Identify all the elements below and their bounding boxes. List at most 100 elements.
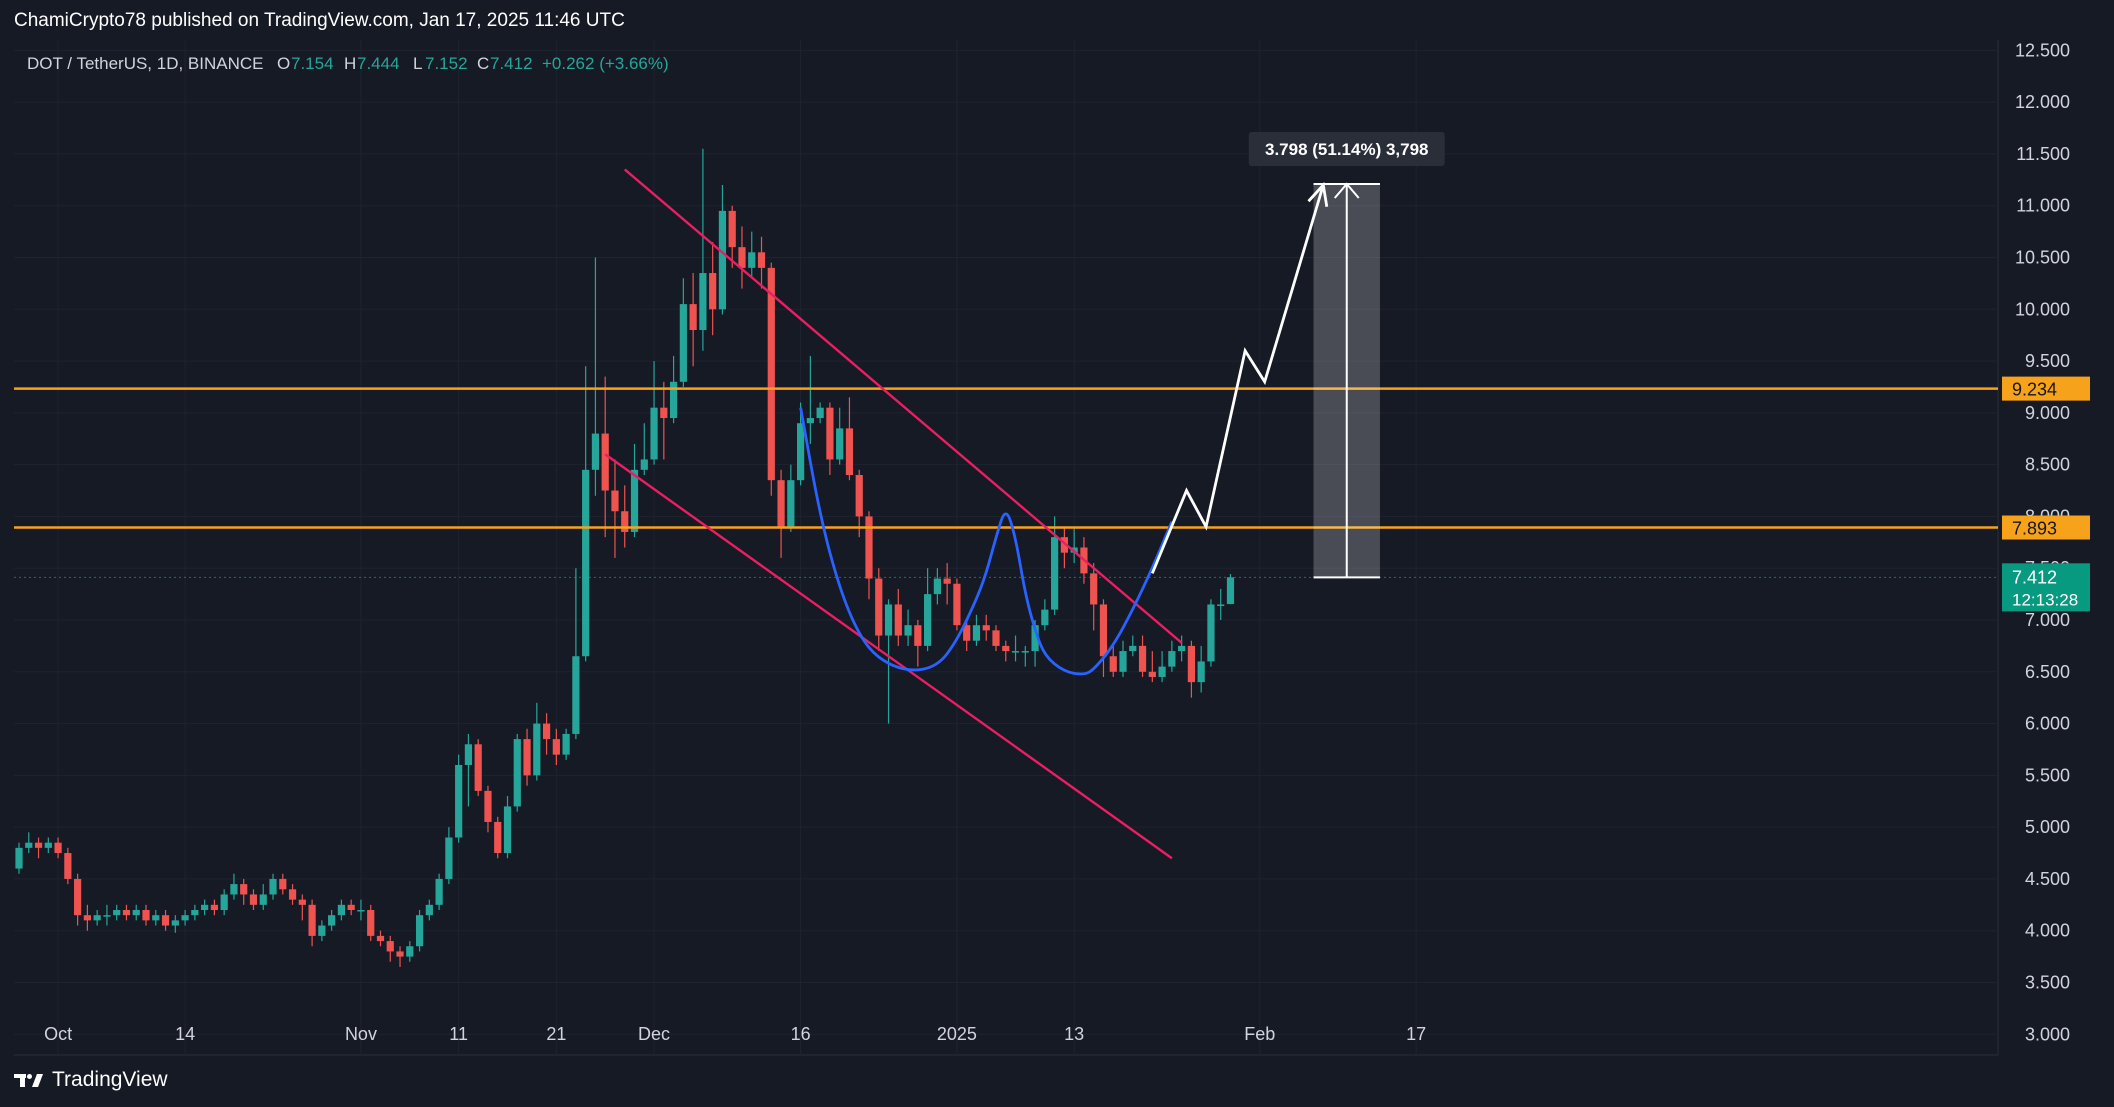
price-tick-label: 9.500: [2025, 351, 2070, 371]
price-tick-label: 3.000: [2025, 1024, 2070, 1044]
candle-body: [1109, 656, 1117, 672]
candle-body: [171, 920, 179, 926]
price-tick-label: 6.500: [2025, 662, 2070, 682]
candle-body: [1099, 604, 1108, 657]
candle-body: [787, 480, 795, 527]
candle-body: [914, 625, 922, 646]
pattern-curve[interactable]: [799, 407, 1174, 676]
candle-body: [630, 469, 639, 532]
candle-body: [1002, 645, 1010, 652]
candle-body: [230, 884, 238, 895]
candle-body: [757, 252, 766, 268]
time-axis[interactable]: Oct 14 Nov 11 21 Dec 16 2025 13 Feb 17: [44, 1024, 1426, 1044]
candle-body: [552, 739, 560, 755]
candle-body: [591, 433, 600, 470]
candle-body: [220, 894, 228, 910]
candle-body: [425, 904, 433, 916]
legend-symbol: DOT / TetherUS, 1D, BINANCE: [27, 54, 264, 73]
tradingview-logo-icon: [14, 1072, 44, 1088]
candle-body: [396, 951, 404, 957]
candle-body: [308, 904, 316, 936]
candle-body: [1148, 671, 1156, 677]
candle-body: [767, 267, 775, 481]
candle-body: [44, 842, 52, 848]
candle-body: [494, 821, 502, 854]
candle-body: [640, 459, 648, 470]
brand-footer[interactable]: TradingView: [14, 1068, 168, 1092]
publisher-line: ChamiCrypto78 published on TradingView.c…: [14, 10, 625, 31]
time-tick-label: 17: [1406, 1024, 1426, 1044]
candle-body: [689, 304, 697, 330]
candle-body: [474, 744, 482, 791]
candle-body: [259, 894, 267, 905]
time-tick-label: 16: [791, 1024, 811, 1044]
candle-body: [1060, 537, 1068, 553]
candle-body: [572, 656, 580, 734]
candle-body: [982, 625, 990, 631]
level-price-tag-label: 7.893: [2012, 519, 2057, 539]
candle-body: [738, 247, 746, 268]
candle-body: [679, 304, 687, 382]
price-tick-label: 6.000: [2025, 714, 2070, 734]
candle-body: [83, 915, 91, 921]
candle-body: [1051, 537, 1059, 610]
price-tick-label: 8.500: [2025, 455, 2070, 475]
candle-body: [845, 428, 854, 475]
time-tick-label: 2025: [937, 1024, 977, 1044]
price-tick-label: 7.000: [2025, 610, 2070, 630]
candle-body: [806, 418, 814, 424]
candle-body: [904, 625, 912, 636]
candle-body: [669, 381, 678, 419]
drawings: 3.798 (51.14%) 3,798: [14, 131, 1998, 860]
channel-trendline[interactable]: [623, 168, 1183, 644]
candle-body: [660, 407, 668, 419]
candle-body: [269, 878, 277, 895]
candle-body: [709, 273, 717, 310]
candle-body: [288, 889, 297, 900]
time-tick-label: 11: [449, 1024, 468, 1044]
candle-body: [435, 878, 443, 905]
candle-body: [875, 578, 883, 636]
legend-change: +0.262 (+3.66%): [542, 54, 669, 73]
candle-body: [445, 837, 453, 879]
level-price-tag: [2002, 515, 2090, 540]
candle-body: [992, 630, 1000, 646]
candle-body: [1226, 577, 1235, 605]
candle-body: [855, 475, 863, 517]
candle-body: [347, 904, 355, 910]
candle-body: [1021, 651, 1029, 653]
candle-body: [122, 910, 131, 916]
price-tick-label: 12.000: [2015, 92, 2070, 112]
candle-body: [963, 625, 971, 641]
time-tick-label: Nov: [345, 1024, 377, 1044]
projection-path[interactable]: [1151, 184, 1325, 574]
measure-label-background: [1248, 131, 1445, 166]
candle-body: [777, 480, 785, 527]
candle-body: [523, 739, 531, 776]
candle-body: [542, 723, 551, 740]
candle-body: [797, 423, 805, 481]
level-price-tag-label: 9.234: [2012, 380, 2057, 400]
candle-body: [386, 941, 394, 952]
candle-body: [357, 910, 365, 912]
price-tick-label: 11.000: [2016, 196, 2070, 216]
channel-trendline[interactable]: [604, 453, 1173, 860]
candle-body: [74, 878, 82, 916]
price-tick-label: 5.500: [2025, 765, 2070, 785]
candle-body: [25, 842, 33, 848]
price-axis[interactable]: 12.500 12.000 11.500 11.000 10.500 10.000 9.50…: [2015, 40, 2070, 1044]
candle-body: [249, 894, 258, 905]
candle-body: [748, 252, 756, 268]
legend-low-label: L: [413, 54, 422, 73]
candle-body: [1031, 625, 1039, 652]
measure-label: 3.798 (51.14%) 3,798: [1265, 140, 1429, 159]
candles: [15, 148, 1235, 967]
candle-body: [367, 910, 375, 936]
price-tick-label: 9.000: [2025, 403, 2070, 423]
plot-background: [14, 40, 1998, 1055]
candle-body: [240, 884, 248, 895]
legend-high-value: 7.444: [357, 54, 400, 73]
time-tick-label: Feb: [1244, 1024, 1275, 1044]
price-tick-label: 10.000: [2015, 299, 2070, 319]
